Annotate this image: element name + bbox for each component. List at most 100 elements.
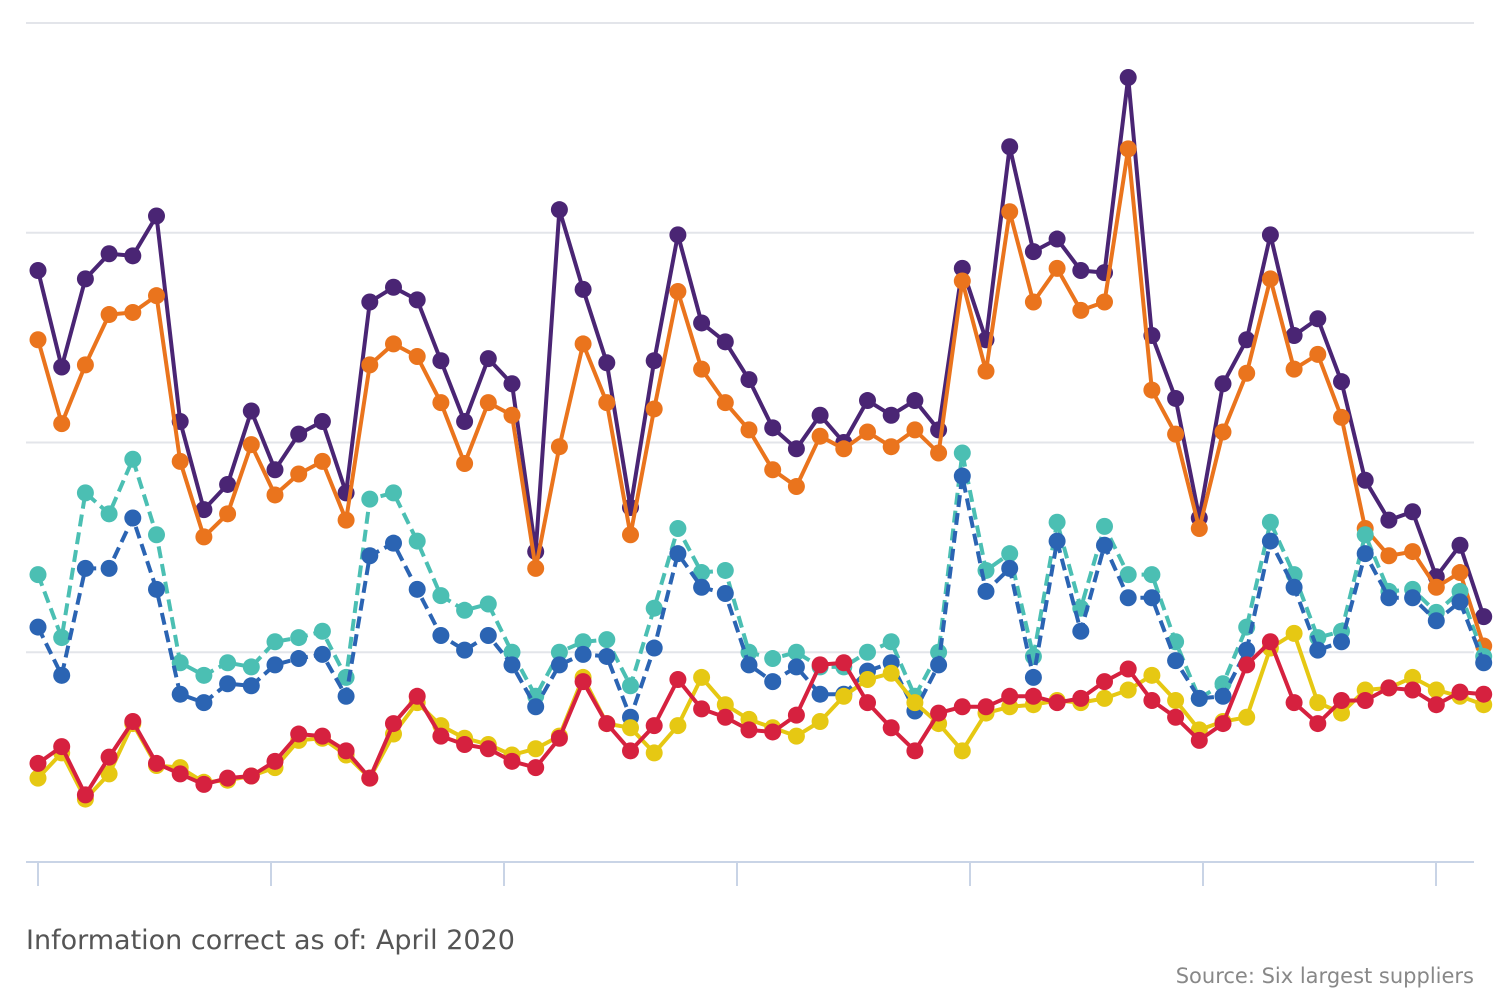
data-point[interactable] bbox=[859, 671, 876, 689]
data-point[interactable] bbox=[1475, 654, 1493, 672]
data-point[interactable] bbox=[1333, 373, 1350, 391]
data-point[interactable] bbox=[598, 647, 616, 665]
data-point[interactable] bbox=[313, 413, 331, 431]
data-point[interactable] bbox=[693, 564, 711, 582]
data-point[interactable] bbox=[1024, 293, 1042, 311]
data-point[interactable] bbox=[1214, 675, 1232, 693]
data-point[interactable] bbox=[787, 706, 805, 724]
data-point[interactable] bbox=[479, 740, 497, 758]
data-point[interactable] bbox=[1119, 589, 1137, 607]
data-point[interactable] bbox=[195, 501, 213, 519]
data-point[interactable] bbox=[148, 580, 165, 598]
data-point[interactable] bbox=[1333, 691, 1350, 709]
data-point[interactable] bbox=[740, 656, 758, 674]
data-point[interactable] bbox=[930, 656, 948, 674]
data-point[interactable] bbox=[1048, 230, 1066, 248]
data-point[interactable] bbox=[479, 595, 497, 613]
data-point[interactable] bbox=[432, 587, 450, 605]
data-point[interactable] bbox=[622, 719, 639, 737]
data-point[interactable] bbox=[906, 694, 924, 712]
data-point[interactable] bbox=[1427, 612, 1445, 630]
data-point[interactable] bbox=[953, 698, 971, 716]
data-point[interactable] bbox=[219, 675, 237, 693]
data-point[interactable] bbox=[598, 715, 616, 733]
data-point[interactable] bbox=[574, 335, 592, 353]
data-point[interactable] bbox=[740, 421, 758, 439]
data-point[interactable] bbox=[1380, 589, 1398, 607]
data-point[interactable] bbox=[1380, 679, 1398, 697]
data-point[interactable] bbox=[479, 350, 497, 368]
data-point[interactable] bbox=[1333, 704, 1350, 722]
data-point[interactable] bbox=[550, 438, 568, 456]
data-point[interactable] bbox=[1072, 262, 1090, 280]
data-point[interactable] bbox=[195, 528, 213, 546]
data-point[interactable] bbox=[290, 465, 308, 483]
data-point[interactable] bbox=[764, 419, 782, 437]
data-point[interactable] bbox=[1475, 608, 1493, 626]
data-point[interactable] bbox=[1285, 624, 1303, 642]
data-point[interactable] bbox=[1404, 589, 1422, 607]
data-point[interactable] bbox=[456, 454, 474, 472]
data-point[interactable] bbox=[53, 629, 71, 647]
data-point[interactable] bbox=[53, 358, 71, 376]
data-point[interactable] bbox=[432, 394, 450, 412]
data-point[interactable] bbox=[811, 685, 829, 703]
data-point[interactable] bbox=[29, 262, 47, 280]
data-point[interactable] bbox=[953, 742, 971, 760]
data-point[interactable] bbox=[716, 333, 734, 351]
data-point[interactable] bbox=[385, 715, 402, 733]
data-point[interactable] bbox=[669, 717, 687, 735]
data-point[interactable] bbox=[53, 738, 71, 756]
data-point[interactable] bbox=[1451, 593, 1469, 611]
data-point[interactable] bbox=[76, 356, 94, 374]
data-point[interactable] bbox=[171, 685, 189, 703]
data-point[interactable] bbox=[432, 626, 450, 644]
data-point[interactable] bbox=[645, 639, 663, 657]
data-point[interactable] bbox=[1143, 666, 1161, 684]
data-point[interactable] bbox=[977, 582, 995, 600]
data-point[interactable] bbox=[1048, 513, 1066, 531]
data-point[interactable] bbox=[550, 201, 568, 219]
data-point[interactable] bbox=[100, 765, 118, 783]
data-point[interactable] bbox=[1333, 633, 1350, 651]
data-point[interactable] bbox=[1404, 503, 1422, 521]
data-point[interactable] bbox=[361, 356, 379, 374]
data-point[interactable] bbox=[148, 526, 165, 544]
data-point[interactable] bbox=[29, 754, 47, 772]
data-point[interactable] bbox=[1143, 589, 1161, 607]
data-point[interactable] bbox=[574, 633, 592, 651]
data-point[interactable] bbox=[408, 532, 426, 550]
data-point[interactable] bbox=[361, 293, 379, 311]
data-point[interactable] bbox=[361, 490, 379, 508]
data-point[interactable] bbox=[1427, 578, 1445, 596]
data-point[interactable] bbox=[171, 765, 189, 783]
data-point[interactable] bbox=[882, 438, 900, 456]
data-point[interactable] bbox=[195, 694, 213, 712]
data-point[interactable] bbox=[1024, 668, 1042, 686]
data-point[interactable] bbox=[716, 708, 734, 726]
data-point[interactable] bbox=[693, 668, 711, 686]
data-point[interactable] bbox=[1119, 660, 1137, 678]
data-point[interactable] bbox=[859, 643, 876, 661]
data-point[interactable] bbox=[1001, 203, 1019, 221]
data-point[interactable] bbox=[29, 331, 47, 349]
data-point[interactable] bbox=[669, 519, 687, 537]
data-point[interactable] bbox=[1190, 689, 1208, 707]
data-point[interactable] bbox=[1356, 471, 1374, 489]
data-point[interactable] bbox=[100, 306, 118, 324]
data-point[interactable] bbox=[219, 475, 237, 493]
data-point[interactable] bbox=[313, 622, 331, 640]
data-point[interactable] bbox=[479, 626, 497, 644]
data-point[interactable] bbox=[622, 677, 639, 695]
data-point[interactable] bbox=[645, 352, 663, 370]
data-point[interactable] bbox=[1001, 687, 1019, 705]
data-point[interactable] bbox=[361, 547, 379, 565]
data-point[interactable] bbox=[787, 658, 805, 676]
data-point[interactable] bbox=[100, 559, 118, 577]
data-point[interactable] bbox=[1143, 566, 1161, 584]
data-point[interactable] bbox=[1072, 301, 1090, 319]
data-point[interactable] bbox=[527, 759, 545, 777]
data-point[interactable] bbox=[1214, 715, 1232, 733]
data-point[interactable] bbox=[313, 452, 331, 470]
data-point[interactable] bbox=[195, 666, 213, 684]
